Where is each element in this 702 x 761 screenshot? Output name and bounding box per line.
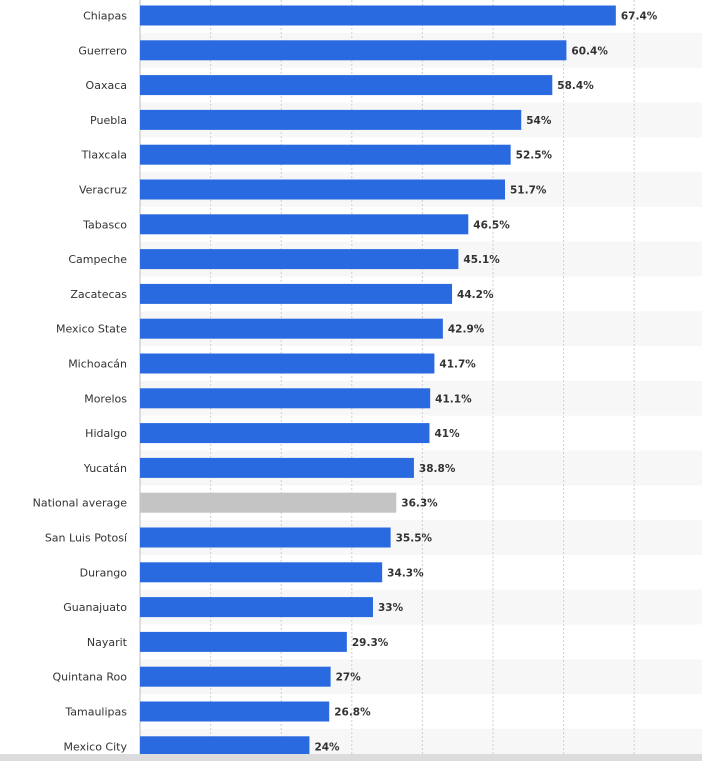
category-label-yucatan: Yucatán — [83, 462, 127, 475]
value-label-oaxaca: 58.4% — [557, 80, 594, 92]
bar-yucatan — [140, 457, 414, 478]
bar-campeche — [140, 249, 459, 270]
bar-morelos — [140, 388, 431, 409]
bar-guerrero — [140, 40, 567, 61]
value-label-national-average: 36.3% — [401, 498, 438, 510]
bar-mexico-state — [140, 318, 443, 339]
value-label-guanajuato: 33% — [378, 602, 404, 614]
category-label-mexico-state: Mexico State — [56, 323, 127, 336]
category-label-national-average: National average — [33, 497, 128, 510]
bar-quintana-roo — [140, 666, 331, 687]
category-label-michoacan: Michoacán — [68, 358, 127, 371]
value-label-puebla: 54% — [526, 115, 552, 127]
value-label-tamaulipas: 26.8% — [334, 707, 371, 719]
value-label-tlaxcala: 52.5% — [516, 150, 553, 162]
value-label-veracruz: 51.7% — [510, 185, 547, 197]
value-label-morelos: 41.1% — [435, 393, 472, 405]
bar-veracruz — [140, 179, 506, 200]
value-label-san-luis-potosi: 35.5% — [396, 533, 433, 545]
category-label-mexico-city: Mexico City — [64, 740, 128, 753]
bar-san-luis-potosi — [140, 527, 391, 548]
bar-zacatecas — [140, 283, 453, 304]
bar-tabasco — [140, 214, 469, 235]
category-label-tabasco: Tabasco — [82, 218, 127, 231]
bar-national-average — [140, 492, 397, 513]
category-label-quintana-roo: Quintana Roo — [52, 671, 127, 684]
bar-guanajuato — [140, 597, 373, 618]
value-label-durango: 34.3% — [387, 567, 424, 579]
value-label-tabasco: 46.5% — [473, 219, 510, 231]
category-label-tlaxcala: Tlaxcala — [81, 149, 127, 162]
value-label-mexico-state: 42.9% — [448, 324, 485, 336]
category-label-veracruz: Veracruz — [79, 184, 127, 197]
bar-chiapas — [140, 5, 616, 26]
category-label-oaxaca: Oaxaca — [86, 79, 127, 92]
value-label-yucatan: 38.8% — [419, 463, 456, 475]
category-label-morelos: Morelos — [84, 392, 127, 405]
category-label-guanajuato: Guanajuato — [63, 601, 127, 614]
category-label-puebla: Puebla — [90, 114, 127, 127]
bar-nayarit — [140, 631, 347, 652]
bar-mexico-city — [140, 736, 310, 757]
value-label-quintana-roo: 27% — [336, 672, 362, 684]
category-label-chiapas: Chiapas — [83, 10, 127, 23]
bar-tlaxcala — [140, 144, 511, 165]
value-label-chiapas: 67.4% — [621, 11, 658, 23]
value-label-zacatecas: 44.2% — [457, 289, 494, 301]
value-label-campeche: 45.1% — [463, 254, 500, 266]
value-label-nayarit: 29.3% — [352, 637, 389, 649]
category-label-durango: Durango — [80, 566, 128, 579]
category-label-guerrero: Guerrero — [78, 44, 127, 57]
bar-oaxaca — [140, 75, 553, 96]
bar-hidalgo — [140, 423, 430, 444]
category-label-san-luis-potosi: San Luis Potosí — [45, 532, 128, 545]
value-label-mexico-city: 24% — [314, 741, 340, 753]
value-label-michoacan: 41.7% — [439, 359, 476, 371]
bar-durango — [140, 562, 383, 583]
bottom-scroll-strip — [0, 754, 702, 761]
bar-tamaulipas — [140, 701, 330, 722]
value-label-guerrero: 60.4% — [571, 45, 608, 57]
bar-michoacan — [140, 353, 435, 374]
value-label-hidalgo: 41% — [434, 428, 460, 440]
category-label-tamaulipas: Tamaulipas — [64, 706, 127, 719]
category-label-zacatecas: Zacatecas — [70, 288, 127, 301]
category-label-hidalgo: Hidalgo — [85, 427, 127, 440]
bar-puebla — [140, 109, 522, 130]
category-label-nayarit: Nayarit — [87, 636, 128, 649]
category-label-campeche: Campeche — [68, 253, 127, 266]
